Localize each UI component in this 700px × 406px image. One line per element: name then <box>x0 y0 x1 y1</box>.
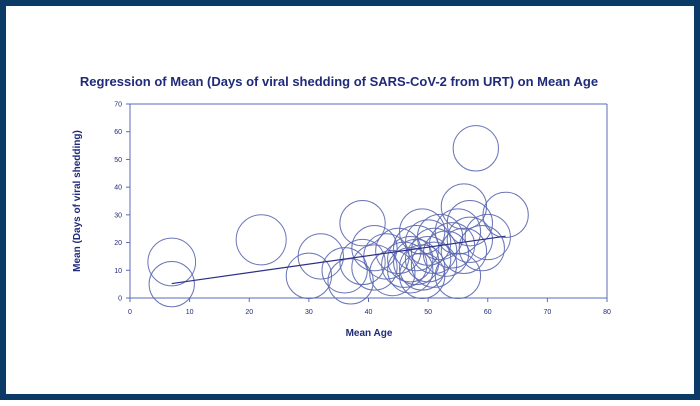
data-point <box>393 238 440 286</box>
data-point <box>434 208 482 255</box>
y-tick-label: 70 <box>114 102 122 109</box>
regression-line <box>171 235 506 285</box>
data-point <box>235 214 287 266</box>
data-point <box>434 252 482 299</box>
chart-title: Regression of Mean (Days of viral sheddi… <box>80 74 598 89</box>
y-tick-label: 10 <box>114 268 122 275</box>
data-point <box>404 236 452 283</box>
data-point <box>446 216 494 263</box>
y-tick-label: 60 <box>114 129 122 136</box>
x-tick-label: 0 <box>128 309 132 316</box>
data-point <box>482 191 529 239</box>
data-point <box>375 227 422 275</box>
y-tick-label: 20 <box>114 240 122 247</box>
data-point <box>339 200 386 247</box>
data-point <box>339 238 386 286</box>
data-point <box>351 244 398 291</box>
x-tick-label: 40 <box>365 309 373 316</box>
x-tick-label: 70 <box>543 309 551 316</box>
x-tick-label: 10 <box>186 309 194 316</box>
x-ticks: 0 10 20 30 40 50 60 70 80 <box>128 298 611 316</box>
data-point <box>458 224 505 272</box>
data-point <box>285 252 333 299</box>
data-point <box>410 227 458 275</box>
data-point <box>446 200 494 247</box>
data-point <box>422 230 470 277</box>
data-point <box>369 249 416 297</box>
data-point <box>147 237 197 287</box>
data-point <box>404 219 452 266</box>
data-point <box>393 224 440 272</box>
x-axis-label: Mean Age <box>346 328 393 339</box>
bubbles <box>147 125 529 308</box>
x-tick-label: 80 <box>603 309 611 316</box>
y-ticks: 0 10 20 30 40 50 60 70 <box>114 102 130 303</box>
data-point <box>399 244 446 291</box>
x-tick-label: 60 <box>484 309 492 316</box>
y-tick-label: 0 <box>118 296 122 303</box>
y-tick-label: 50 <box>114 157 122 164</box>
y-tick-label: 30 <box>114 212 122 219</box>
data-point <box>416 213 464 261</box>
x-tick-label: 50 <box>424 309 432 316</box>
y-axis-label: Mean (Days of viral shedding) <box>72 130 83 272</box>
data-point <box>387 247 434 294</box>
data-point <box>387 236 434 283</box>
data-point <box>297 233 344 280</box>
data-point <box>452 125 499 172</box>
y-tick-label: 40 <box>114 185 122 192</box>
x-tick-label: 20 <box>245 309 253 316</box>
data-point <box>440 227 488 275</box>
x-tick-label: 30 <box>305 309 313 316</box>
data-point <box>351 224 398 272</box>
data-point <box>148 260 195 308</box>
chart: Regression of Mean (Days of viral sheddi… <box>72 74 611 339</box>
data-point <box>440 183 488 230</box>
data-point <box>410 241 458 288</box>
